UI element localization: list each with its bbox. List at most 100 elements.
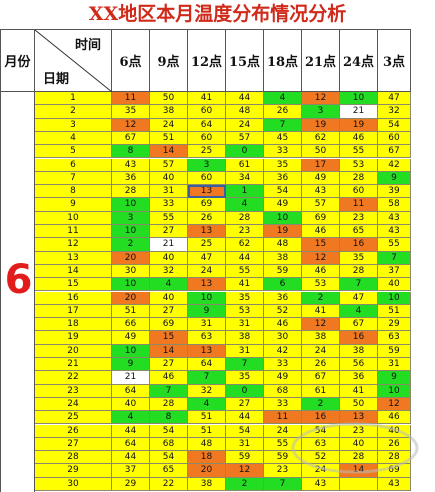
temp-cell[interactable]: 51 bbox=[378, 304, 411, 319]
temp-cell[interactable]: 51 bbox=[150, 131, 188, 146]
temp-cell[interactable]: 13 bbox=[188, 278, 226, 292]
temp-cell[interactable]: 54 bbox=[378, 118, 411, 132]
temp-cell[interactable]: 10 bbox=[112, 278, 150, 292]
day-cell[interactable]: 23 bbox=[35, 384, 112, 398]
temp-cell[interactable]: 48 bbox=[188, 437, 226, 452]
temp-cell[interactable]: 40 bbox=[150, 171, 188, 186]
day-cell[interactable]: 27 bbox=[35, 437, 112, 452]
temp-cell[interactable]: 50 bbox=[150, 92, 188, 106]
temp-cell[interactable]: 56 bbox=[340, 358, 378, 372]
temp-cell[interactable]: 41 bbox=[302, 304, 340, 319]
temp-cell[interactable]: 44 bbox=[226, 251, 264, 265]
temp-cell[interactable]: 69 bbox=[378, 464, 411, 478]
temp-cell[interactable]: 67 bbox=[112, 131, 150, 146]
temp-cell[interactable]: 60 bbox=[340, 185, 378, 199]
temp-cell[interactable]: 54 bbox=[150, 424, 188, 438]
temp-cell[interactable]: 43 bbox=[378, 211, 411, 225]
temp-cell[interactable]: 38 bbox=[302, 331, 340, 345]
temp-cell[interactable]: 7 bbox=[264, 477, 302, 491]
temp-cell[interactable]: 23 bbox=[340, 211, 378, 225]
temp-cell[interactable]: 26 bbox=[264, 105, 302, 119]
temp-cell[interactable]: 62 bbox=[302, 131, 340, 146]
temp-cell[interactable]: 51 bbox=[188, 411, 226, 425]
temp-cell[interactable]: 41 bbox=[188, 92, 226, 106]
temp-cell[interactable]: 62 bbox=[226, 238, 264, 252]
temp-cell[interactable]: 52 bbox=[264, 304, 302, 319]
temp-cell[interactable]: 12 bbox=[302, 251, 340, 265]
temp-cell[interactable]: 61 bbox=[226, 158, 264, 172]
temp-cell[interactable]: 60 bbox=[378, 131, 411, 146]
temp-cell[interactable]: 10 bbox=[378, 384, 411, 398]
day-cell[interactable]: 22 bbox=[35, 371, 112, 385]
temp-cell[interactable]: 57 bbox=[150, 158, 188, 172]
temp-cell[interactable]: 43 bbox=[302, 477, 340, 491]
temp-cell[interactable]: 53 bbox=[302, 278, 340, 292]
temp-cell[interactable]: 36 bbox=[340, 371, 378, 385]
temp-cell[interactable]: 33 bbox=[150, 198, 188, 212]
temp-cell[interactable]: 4 bbox=[264, 92, 302, 106]
temp-cell[interactable]: 53 bbox=[226, 304, 264, 319]
temp-cell[interactable]: 46 bbox=[378, 411, 411, 425]
temp-cell[interactable]: 32 bbox=[378, 105, 411, 119]
temp-cell[interactable]: 37 bbox=[112, 464, 150, 478]
day-cell[interactable]: 25 bbox=[35, 411, 112, 425]
temp-cell[interactable]: 55 bbox=[340, 145, 378, 159]
temp-cell[interactable]: 55 bbox=[378, 238, 411, 252]
time-header-3[interactable]: 15点 bbox=[226, 29, 264, 92]
temp-cell[interactable]: 51 bbox=[188, 424, 226, 438]
day-cell[interactable]: 2 bbox=[35, 105, 112, 119]
temp-cell[interactable]: 46 bbox=[340, 131, 378, 146]
temp-cell[interactable]: 46 bbox=[150, 371, 188, 385]
temp-cell[interactable]: 19 bbox=[302, 118, 340, 132]
temp-cell[interactable]: 18 bbox=[188, 451, 226, 465]
temp-cell[interactable]: 47 bbox=[340, 291, 378, 305]
temp-cell[interactable]: 22 bbox=[150, 477, 188, 491]
temp-cell[interactable]: 29 bbox=[112, 477, 150, 491]
temp-cell[interactable]: 47 bbox=[188, 251, 226, 265]
temp-cell[interactable]: 60 bbox=[188, 105, 226, 119]
temp-cell[interactable]: 28 bbox=[150, 397, 188, 412]
day-cell[interactable]: 14 bbox=[35, 264, 112, 279]
temp-cell[interactable]: 24 bbox=[302, 464, 340, 478]
temp-cell[interactable]: 69 bbox=[188, 198, 226, 212]
temp-cell[interactable]: 13 bbox=[188, 344, 226, 358]
day-cell[interactable]: 10 bbox=[35, 211, 112, 225]
temp-cell[interactable]: 37 bbox=[378, 264, 411, 279]
temp-cell[interactable]: 36 bbox=[264, 171, 302, 186]
temp-cell[interactable]: 64 bbox=[112, 437, 150, 452]
temp-cell[interactable]: 13 bbox=[340, 411, 378, 425]
temp-cell[interactable]: 68 bbox=[150, 437, 188, 452]
temp-cell[interactable]: 2 bbox=[226, 477, 264, 491]
temp-cell[interactable]: 4 bbox=[226, 198, 264, 212]
temp-cell[interactable]: 63 bbox=[378, 331, 411, 345]
temp-cell[interactable]: 11 bbox=[264, 411, 302, 425]
day-cell[interactable]: 15 bbox=[35, 278, 112, 292]
temp-cell[interactable]: 20 bbox=[112, 251, 150, 265]
temp-cell[interactable]: 32 bbox=[150, 264, 188, 279]
temp-cell[interactable]: 57 bbox=[226, 131, 264, 146]
temp-cell[interactable]: 14 bbox=[150, 344, 188, 358]
temp-cell[interactable]: 54 bbox=[264, 185, 302, 199]
temp-cell[interactable]: 35 bbox=[226, 291, 264, 305]
day-cell[interactable]: 17 bbox=[35, 304, 112, 319]
temp-cell[interactable]: 35 bbox=[264, 158, 302, 172]
day-cell[interactable]: 28 bbox=[35, 451, 112, 465]
temp-cell[interactable]: 61 bbox=[302, 384, 340, 398]
temp-cell[interactable]: 41 bbox=[340, 384, 378, 398]
temp-cell[interactable]: 32 bbox=[188, 384, 226, 398]
temp-cell[interactable]: 48 bbox=[264, 238, 302, 252]
temp-cell[interactable]: 38 bbox=[264, 251, 302, 265]
temp-cell[interactable]: 27 bbox=[150, 225, 188, 239]
temp-cell[interactable]: 27 bbox=[150, 304, 188, 319]
temp-cell[interactable]: 27 bbox=[226, 397, 264, 412]
temp-cell[interactable]: 10 bbox=[112, 344, 150, 358]
temp-cell[interactable]: 7 bbox=[226, 358, 264, 372]
temp-cell[interactable]: 16 bbox=[302, 411, 340, 425]
temp-cell[interactable]: 9 bbox=[378, 371, 411, 385]
temp-cell[interactable]: 40 bbox=[150, 291, 188, 305]
temp-cell[interactable]: 50 bbox=[340, 397, 378, 412]
temp-cell[interactable]: 0 bbox=[226, 384, 264, 398]
temp-cell[interactable]: 43 bbox=[378, 225, 411, 239]
temp-cell[interactable]: 43 bbox=[112, 158, 150, 172]
temp-cell[interactable]: 58 bbox=[378, 198, 411, 212]
